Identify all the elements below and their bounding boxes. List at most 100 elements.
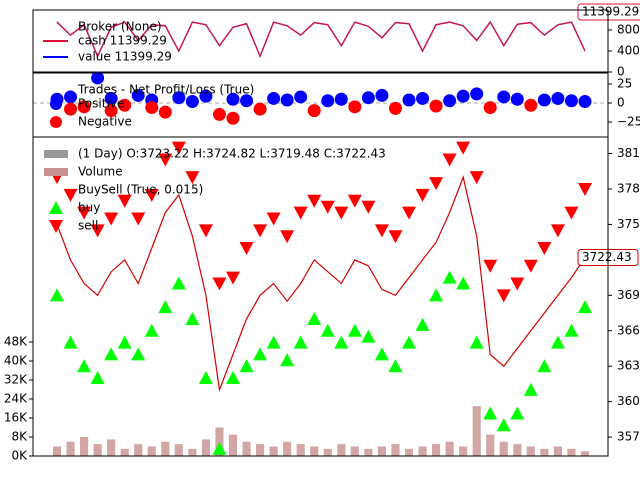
trade-dot xyxy=(497,90,511,104)
volume-bar xyxy=(93,444,102,456)
sell-marker xyxy=(523,259,538,273)
volume-bar xyxy=(310,446,319,456)
volume-bar xyxy=(134,444,143,456)
sell-marker xyxy=(388,230,403,244)
volume-bar xyxy=(486,434,495,456)
sell-marker xyxy=(334,206,349,220)
trade-dot xyxy=(185,95,199,109)
volume-bar xyxy=(432,444,441,456)
sell-marker xyxy=(483,259,498,273)
volume-bar xyxy=(567,448,576,456)
buy-marker xyxy=(266,335,281,349)
y-tick-label: −25 xyxy=(617,115,640,129)
sell-marker xyxy=(496,289,511,303)
volume-bar xyxy=(337,444,346,456)
volume-bar xyxy=(459,446,468,456)
volume-bar xyxy=(161,441,170,456)
sell-marker xyxy=(266,212,281,226)
trade-dot xyxy=(91,71,105,85)
legend-swatch xyxy=(44,168,68,176)
sell-marker xyxy=(198,224,213,238)
sell-marker xyxy=(185,171,200,185)
volume-bar xyxy=(323,448,332,456)
trade-dot xyxy=(280,93,294,107)
y-tick-label: 3630 xyxy=(617,359,640,373)
trade-dot xyxy=(429,99,443,113)
volume-bar xyxy=(391,444,400,456)
buy-marker xyxy=(144,323,159,337)
volume-bar xyxy=(526,446,535,456)
buy-marker xyxy=(185,311,200,325)
buy-marker xyxy=(537,359,552,373)
volume-bar xyxy=(174,444,183,456)
legend-swatch xyxy=(50,116,62,128)
sell-marker xyxy=(510,277,525,291)
y2-tick-label: 16K xyxy=(4,411,28,425)
volume-bar xyxy=(66,441,75,456)
volume-bar xyxy=(80,437,89,456)
buy-marker xyxy=(578,300,592,314)
volume-bar xyxy=(269,446,278,456)
buy-marker xyxy=(212,441,227,455)
sell-marker xyxy=(469,171,484,185)
y-tick-label: 3570 xyxy=(617,430,640,444)
trade-dot xyxy=(64,90,78,104)
sell-marker xyxy=(104,212,119,226)
volume-bar xyxy=(283,441,292,456)
legend-label: Negative xyxy=(78,115,132,129)
sell-marker xyxy=(63,188,78,202)
legend-swatch xyxy=(44,150,68,158)
sell-marker xyxy=(374,224,389,238)
legend-title: Broker (None) xyxy=(78,20,162,34)
sell-marker xyxy=(117,194,132,208)
volume-bar xyxy=(242,441,251,456)
y2-tick-label: 24K xyxy=(4,392,28,406)
volume-bar xyxy=(377,446,386,456)
trade-dot xyxy=(226,92,240,106)
buy-marker xyxy=(253,347,268,361)
buy-marker xyxy=(239,359,254,373)
series-line xyxy=(56,20,586,58)
y2-tick-label: 8K xyxy=(11,430,28,444)
buy-marker xyxy=(523,382,538,396)
sell-marker xyxy=(429,177,444,191)
y-tick-label: 3600 xyxy=(617,394,640,408)
last-value-label: 3722.43 xyxy=(582,250,632,264)
volume-bar xyxy=(147,446,156,456)
volume-bar xyxy=(540,448,549,456)
legend-swatch xyxy=(49,201,63,214)
volume-bar xyxy=(350,446,359,456)
volume-bar xyxy=(296,444,305,456)
buy-marker xyxy=(374,347,389,361)
buy-marker xyxy=(415,317,430,331)
sell-marker xyxy=(550,224,565,238)
volume-bar xyxy=(553,446,562,456)
trade-dot xyxy=(402,93,416,107)
buy-marker xyxy=(307,311,322,325)
buy-marker xyxy=(469,335,484,349)
buy-marker xyxy=(456,276,471,290)
axes-frame xyxy=(32,136,609,457)
volume-bar xyxy=(513,444,522,456)
sell-marker xyxy=(239,242,254,256)
sell-marker xyxy=(212,277,227,291)
buy-marker xyxy=(77,359,92,373)
volume-bar xyxy=(256,444,265,456)
buy-marker xyxy=(131,347,146,361)
sell-marker xyxy=(361,200,376,214)
buy-marker xyxy=(226,371,240,385)
volume-bar xyxy=(404,448,414,456)
buy-marker xyxy=(171,276,186,290)
trade-dot xyxy=(564,94,578,108)
buy-marker xyxy=(158,300,173,314)
trade-dot xyxy=(199,89,213,103)
legend-label: buy xyxy=(78,201,100,215)
y-tick-label: 3660 xyxy=(617,323,640,337)
sell-marker xyxy=(131,212,146,226)
sell-marker xyxy=(320,200,335,214)
trade-dot xyxy=(321,94,335,108)
buy-marker xyxy=(429,288,444,302)
trade-dot xyxy=(307,104,321,118)
y-tick-label: 0 xyxy=(617,65,625,79)
last-value-label: 11399.29 xyxy=(582,5,639,19)
